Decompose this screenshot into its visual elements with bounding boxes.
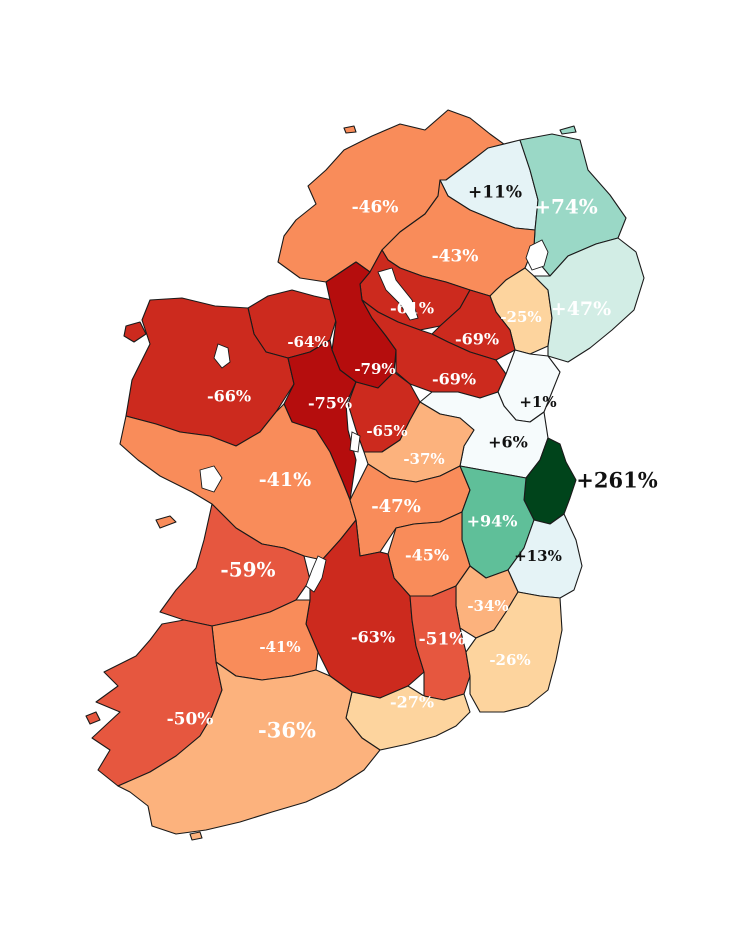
label-cavan: -69% — [432, 370, 476, 389]
label-westmeath: -37% — [403, 450, 444, 468]
label-down: +47% — [551, 298, 611, 320]
label-derry: +11% — [468, 183, 522, 203]
label-kilkenny: -51% — [419, 630, 466, 650]
region-kilkenny — [409, 585, 471, 701]
label-offaly: -47% — [371, 496, 421, 517]
island-rathlin — [559, 125, 577, 135]
lake-lough-corrib — [199, 465, 223, 493]
label-tyrone: -43% — [432, 247, 479, 267]
label-carlow: -34% — [467, 597, 508, 615]
label-meath: +6% — [488, 433, 528, 452]
label-armagh: -25% — [500, 308, 541, 326]
label-mayo: -66% — [207, 387, 251, 406]
island-valentia — [85, 711, 101, 725]
label-limerick: -41% — [259, 638, 300, 656]
island-clear — [189, 831, 203, 841]
label-wexford: -26% — [489, 651, 530, 669]
lake-lough-mask — [213, 343, 231, 369]
label-antrim: +74% — [534, 195, 598, 219]
lake-lough-derg — [305, 555, 327, 593]
island-aran — [155, 515, 177, 529]
lake-lough-neagh — [525, 239, 549, 271]
label-sligo: -64% — [287, 333, 328, 351]
island-achill — [123, 321, 147, 343]
label-donegal: -46% — [352, 198, 399, 218]
label-wicklow: +13% — [514, 547, 562, 565]
label-kerry: -50% — [167, 710, 214, 730]
region-cork — [117, 661, 381, 835]
label-leitrim: -79% — [354, 360, 395, 378]
label-louth: +1% — [519, 393, 556, 411]
region-down — [533, 237, 645, 363]
label-clare: -59% — [220, 558, 275, 582]
lake-lough-ree — [349, 431, 361, 453]
label-fermanagh: -61% — [390, 299, 434, 318]
label-laois: -45% — [405, 546, 449, 565]
label-tipperary: -63% — [351, 628, 395, 647]
lake-lough-erne — [377, 267, 419, 321]
region-wexford — [465, 591, 563, 713]
label-roscommon: -75% — [308, 394, 352, 413]
label-dublin: +261% — [576, 468, 657, 493]
region-wicklow — [507, 513, 583, 599]
region-leitrim — [325, 261, 397, 389]
label-longford: -65% — [366, 422, 407, 440]
island-tory — [343, 125, 357, 134]
label-cork: -36% — [258, 718, 316, 743]
label-galway: -41% — [259, 469, 311, 491]
label-waterford: -27% — [390, 693, 434, 712]
label-kildare: +94% — [467, 512, 518, 531]
label-monaghan: -69% — [455, 330, 499, 349]
